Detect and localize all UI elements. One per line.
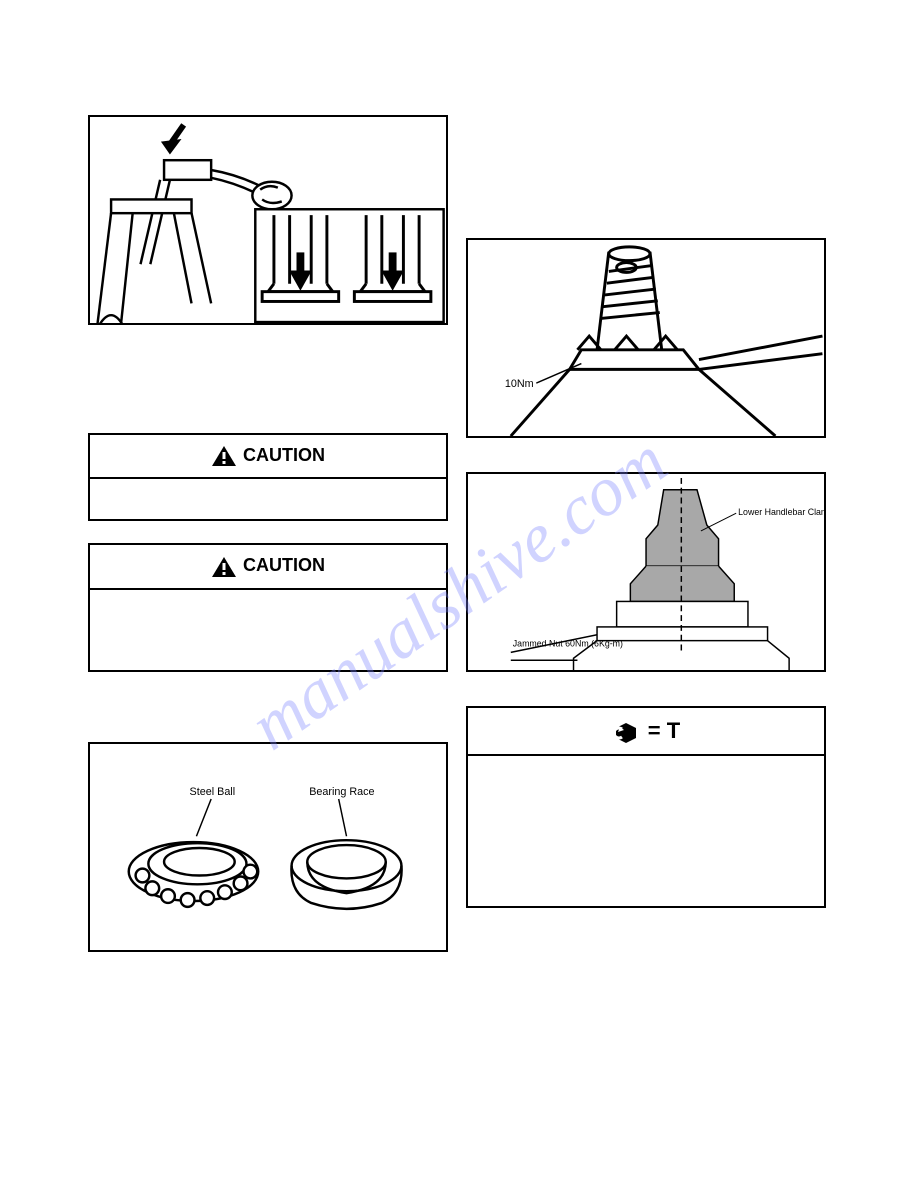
label-jammed-nut: Jammed Nut 60Nm (6Kg-m) [513, 639, 623, 649]
label-10nm: 10Nm [505, 378, 534, 390]
caution-header-1: CAUTION [90, 435, 446, 479]
caution-box-2: CAUTION [88, 543, 448, 671]
figure-adjusting-nut: 10Nm [466, 238, 826, 438]
label-lower-handlebar-clamp: Lower Handlebar Clamp [738, 507, 826, 517]
torque-spec-body [468, 756, 824, 906]
torque-spec-header: = T [468, 708, 824, 756]
caution-header-2: CAUTION [90, 545, 446, 589]
torque-spec-box: = T [466, 706, 826, 908]
left-column: CAUTION CAUTION Steel Ball Bearing Race [88, 115, 448, 952]
torque-eq-t: = T [648, 718, 680, 743]
figure-clamp-diagram: Lower Handlebar Clamp Jammed Nut 60Nm (6… [466, 472, 826, 672]
caution-body-1 [90, 479, 446, 519]
caution-box-1: CAUTION [88, 433, 448, 521]
label-steel-ball: Steel Ball [190, 786, 236, 798]
warning-icon [211, 556, 237, 578]
caution-body-2 [90, 590, 446, 670]
label-bearing-race: Bearing Race [309, 786, 374, 798]
right-column: 10Nm [466, 238, 826, 908]
caution-label-2: CAUTION [243, 555, 325, 575]
warning-icon [211, 445, 237, 467]
caution-label-1: CAUTION [243, 445, 325, 465]
torque-icon [612, 720, 640, 744]
figure-hammer-install [88, 115, 448, 325]
page-content: CAUTION CAUTION Steel Ball Bearing Race [0, 0, 918, 1188]
figure-bearing-race: Steel Ball Bearing Race [88, 742, 448, 952]
